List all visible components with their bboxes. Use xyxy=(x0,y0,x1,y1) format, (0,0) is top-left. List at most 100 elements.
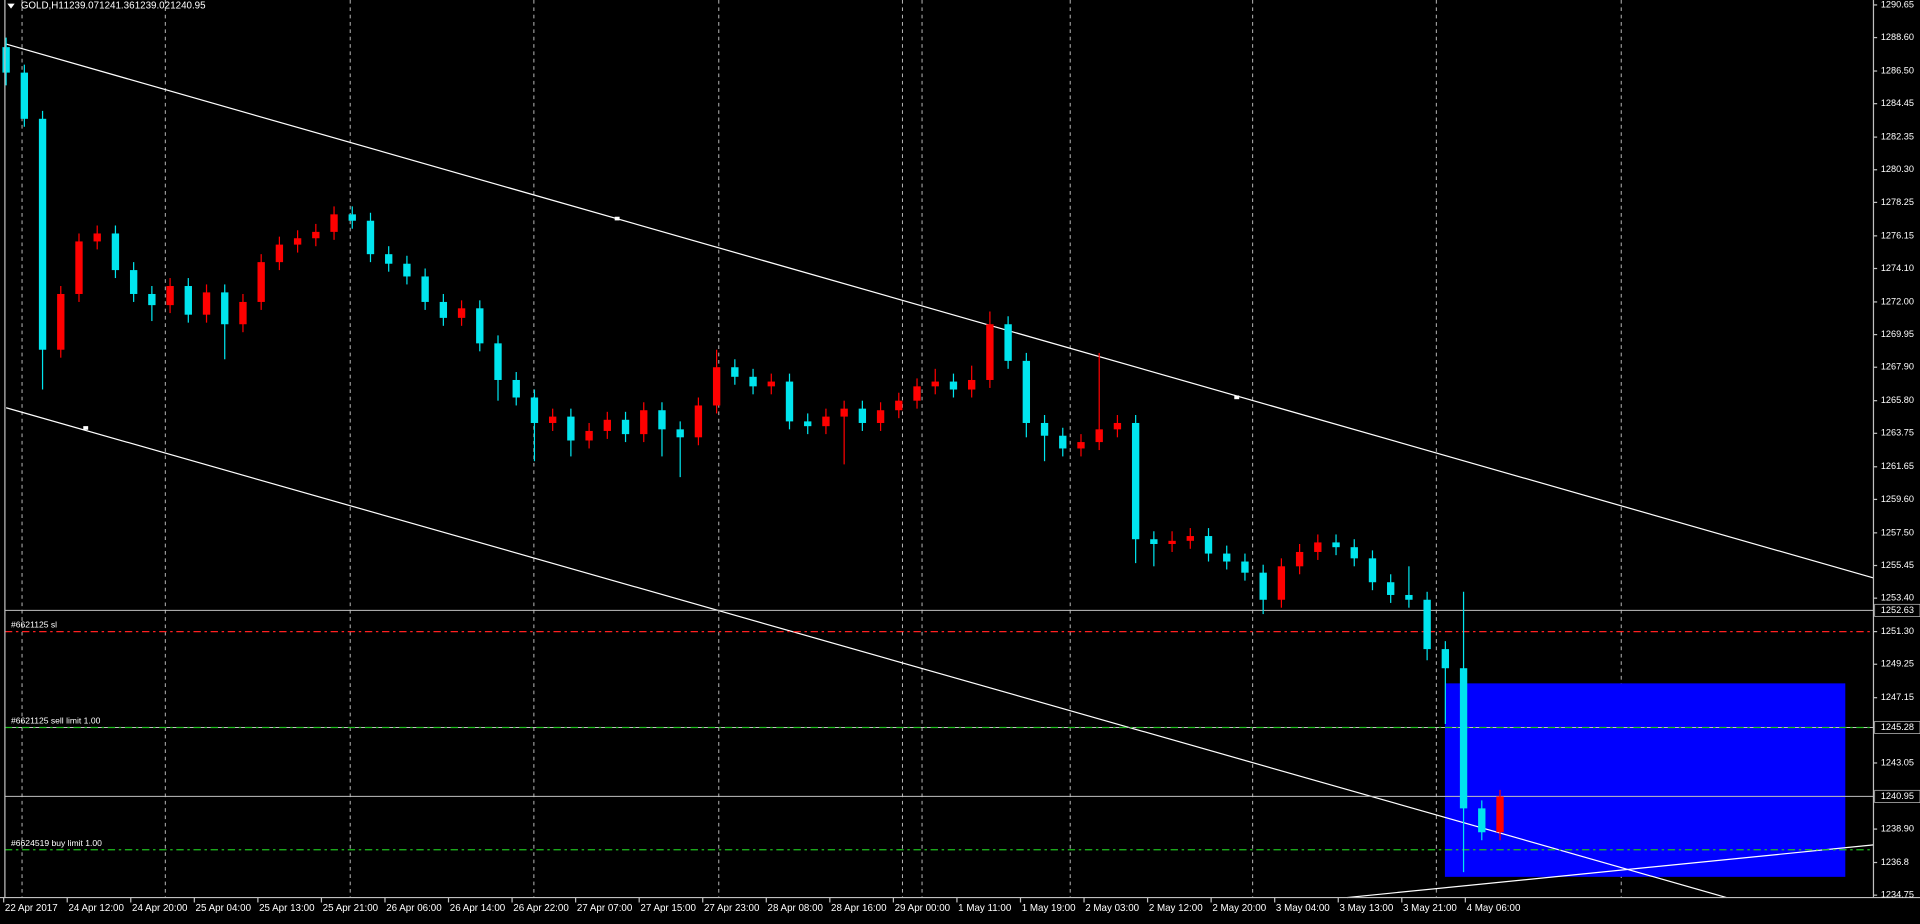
trendline[interactable] xyxy=(1346,844,1874,899)
candle-body xyxy=(530,397,539,423)
x-tick-label: 3 May 04:00 xyxy=(1276,903,1330,914)
candle-body xyxy=(1259,572,1267,600)
trendline-handle[interactable] xyxy=(614,216,620,221)
candle-body xyxy=(239,301,247,325)
candle-body xyxy=(585,430,593,441)
candle-body xyxy=(111,233,120,271)
candle-body xyxy=(749,376,757,387)
y-tick-label: 1238.90 xyxy=(1881,823,1914,833)
candle-body xyxy=(731,367,739,377)
candle-body xyxy=(785,381,794,422)
candle-body xyxy=(1368,558,1377,583)
y-tick-label: 1263.75 xyxy=(1881,428,1914,438)
candle-body xyxy=(1405,594,1413,600)
x-tick-label: 22 Apr 2017 xyxy=(5,903,58,914)
candle-body xyxy=(1241,561,1249,573)
candle-body xyxy=(348,214,356,221)
candle-body xyxy=(767,381,775,387)
y-tick-label: 1290.65 xyxy=(1881,0,1914,9)
trendline[interactable] xyxy=(5,407,1727,899)
x-tick-label: 27 Apr 23:00 xyxy=(704,903,760,914)
price-marker-label: 1240.95 xyxy=(1881,791,1914,801)
candle-body xyxy=(1277,566,1286,600)
y-tick-label: 1288.60 xyxy=(1881,32,1914,42)
candles xyxy=(2,37,1504,873)
candle-body xyxy=(129,270,138,294)
candle-body xyxy=(457,308,466,318)
x-tick-label: 3 May 21:00 xyxy=(1403,903,1457,914)
candle-body xyxy=(621,419,630,435)
zone-layer xyxy=(1444,683,1846,877)
candle-body xyxy=(548,416,557,423)
axes: 1290.65 1288.60 1286.50 1284.45 1282.35 1280.… xyxy=(3,0,1920,914)
candle-body xyxy=(822,416,830,427)
candle-body xyxy=(913,386,921,401)
x-tick-label: 27 Apr 15:00 xyxy=(640,903,696,914)
x-tick-label: 2 May 20:00 xyxy=(1212,903,1266,914)
y-tick-label: 1274.10 xyxy=(1881,263,1914,273)
x-tick-label: 25 Apr 04:00 xyxy=(196,903,252,914)
x-tick-label: 29 Apr 00:00 xyxy=(895,903,951,914)
candle-body xyxy=(20,72,29,119)
x-tick-label: 26 Apr 22:00 xyxy=(513,903,569,914)
candle-body xyxy=(366,220,375,255)
chart-symbol: GOLD,H1 xyxy=(21,1,64,12)
candle-body xyxy=(93,233,101,242)
price-levels: #6621125 sl #6621125 sell limit 1.00 #6624… xyxy=(4,609,1874,851)
candle-body xyxy=(895,400,903,411)
price-marker xyxy=(1874,720,1920,734)
y-tick-label: 1265.80 xyxy=(1881,395,1914,405)
header-value: 1239.02 xyxy=(135,1,170,12)
x-tick-label: 24 Apr 20:00 xyxy=(132,903,188,914)
candle-body xyxy=(1004,324,1012,361)
candle-body xyxy=(949,381,958,390)
candle-body xyxy=(385,254,393,264)
candle-body xyxy=(1059,435,1067,449)
candle-body xyxy=(75,241,83,294)
candle-body xyxy=(312,231,320,239)
candle-body xyxy=(1441,649,1450,669)
x-tick-label: 1 May 19:00 xyxy=(1022,903,1076,914)
trendline-handle[interactable] xyxy=(83,426,89,430)
candle-body xyxy=(1113,422,1122,430)
y-tick-label: 1286.50 xyxy=(1881,65,1914,75)
y-tick-label: 1267.90 xyxy=(1881,362,1914,372)
candle-body xyxy=(57,293,65,350)
y-tick-label: 1234.75 xyxy=(1881,890,1914,900)
y-tick-label: 1284.45 xyxy=(1881,98,1914,108)
candle-body xyxy=(512,379,520,398)
trendline[interactable] xyxy=(5,43,1874,579)
price-marker xyxy=(1874,789,1920,803)
y-tick-label: 1278.25 xyxy=(1881,197,1914,207)
candle-body xyxy=(476,308,484,344)
candle-body xyxy=(330,214,338,232)
y-tick-label: 1249.25 xyxy=(1881,659,1914,669)
x-tick-label: 25 Apr 13:00 xyxy=(259,903,315,914)
x-tick-label: 24 Apr 12:00 xyxy=(68,903,124,914)
x-tick-label: 25 Apr 21:00 xyxy=(323,903,379,914)
candle-body xyxy=(1496,796,1504,833)
candle-body xyxy=(1295,551,1304,567)
candle-body xyxy=(1077,442,1085,449)
price-marker-label: 1252.63 xyxy=(1881,605,1914,615)
order-label: #6624519 buy limit 1.00 xyxy=(11,838,102,848)
candle-body xyxy=(840,408,848,417)
y-tick-label: 1257.50 xyxy=(1881,527,1914,537)
x-tick-label: 27 Apr 07:00 xyxy=(577,903,633,914)
candle-body xyxy=(1314,542,1322,552)
candle-body xyxy=(603,419,611,431)
menu-arrow[interactable] xyxy=(7,3,15,9)
candle-body xyxy=(1332,542,1340,548)
order-label: #6621125 sl xyxy=(11,620,57,630)
x-tick-label: 2 May 03:00 xyxy=(1085,903,1139,914)
trendline-handle[interactable] xyxy=(1234,395,1240,400)
candle-body xyxy=(676,429,684,438)
candle-body xyxy=(876,410,885,423)
candle-body xyxy=(1150,539,1158,545)
candle-body xyxy=(694,405,703,438)
candle-body xyxy=(804,421,812,427)
candle-body xyxy=(184,286,192,315)
candle-body xyxy=(1204,536,1213,554)
candle-body xyxy=(658,410,666,430)
